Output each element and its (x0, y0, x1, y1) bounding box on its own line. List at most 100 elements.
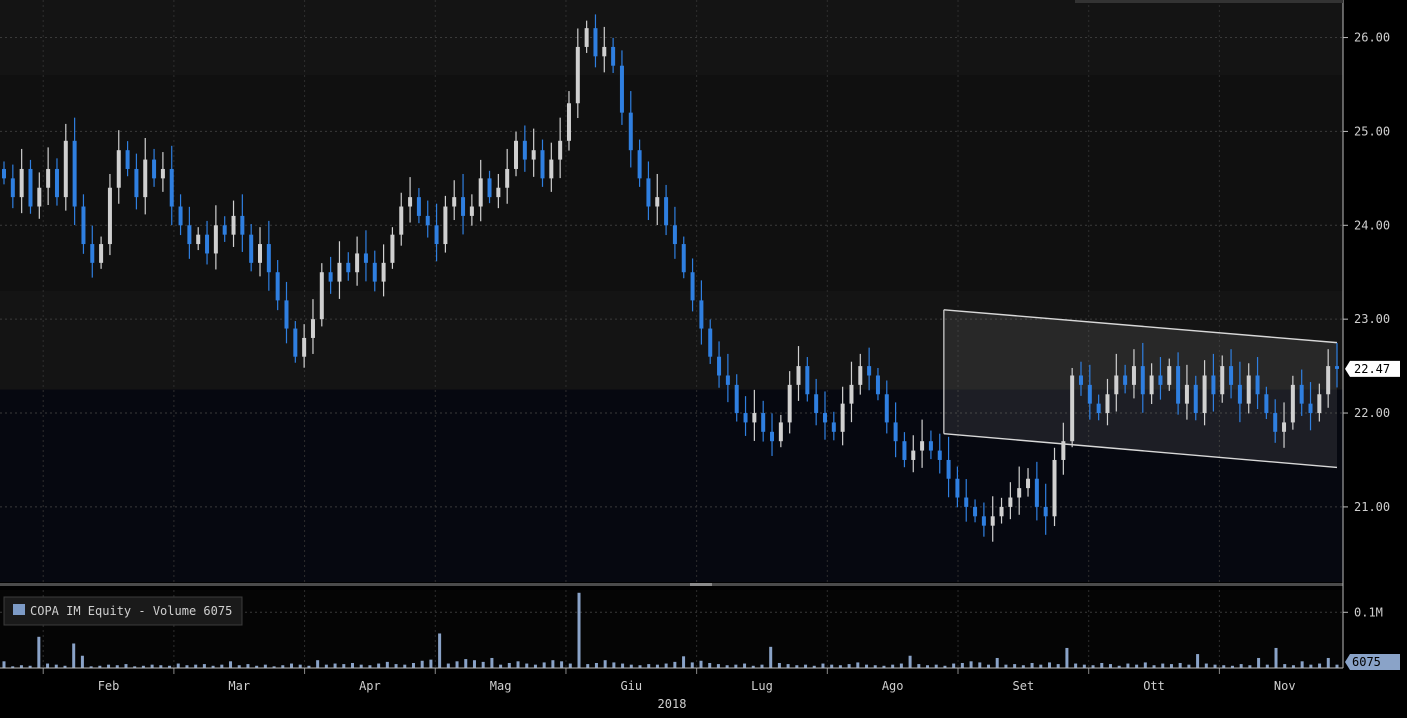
candle-body (231, 215, 236, 235)
candle-body (1061, 441, 1066, 460)
candle-body (425, 215, 430, 226)
volume-bar (141, 665, 145, 668)
y-tick-label: 24.00 (1354, 218, 1390, 232)
volume-bar (751, 665, 755, 668)
volume-bar (194, 664, 198, 668)
candle-body (372, 262, 377, 282)
candle-body (655, 197, 660, 207)
volume-bar (673, 661, 677, 668)
volume-bar (830, 664, 834, 668)
candle-body (725, 375, 730, 385)
candle-body (213, 225, 218, 254)
volume-bar (290, 663, 294, 668)
volume-bar (1283, 664, 1287, 668)
candle-body (1326, 366, 1331, 395)
candle-body (408, 197, 413, 207)
candle-body (699, 300, 704, 329)
volume-bar (1169, 664, 1173, 668)
volume-bar (176, 663, 180, 668)
volume-bar (507, 662, 511, 668)
candle-body (452, 197, 457, 207)
candle-body (249, 234, 254, 263)
volume-bar (594, 662, 598, 668)
volume-bar (655, 664, 659, 668)
candle-body (196, 234, 201, 245)
candle-body (81, 206, 86, 245)
candle-body (973, 506, 978, 517)
x-tick-label-month: Giu (620, 679, 642, 693)
volume-bar (46, 663, 50, 668)
volume-bar (769, 646, 773, 668)
volume-bar (133, 666, 137, 668)
volume-bar (115, 665, 119, 668)
candle-body (858, 366, 863, 385)
candle-body (240, 215, 245, 235)
volume-bar (542, 662, 546, 668)
volume-bar (568, 663, 572, 668)
band-mid (0, 75, 1343, 291)
x-tick-label-month: Lug (751, 679, 773, 693)
x-year-label: 2018 (658, 697, 687, 711)
candle-body (1052, 459, 1057, 517)
x-tick-label-month: Mar (228, 679, 250, 693)
candle-body (1202, 375, 1207, 414)
candle-body (469, 206, 474, 216)
candle-body (1034, 478, 1039, 507)
candle-body (911, 450, 916, 460)
volume-bar (481, 661, 485, 668)
y-tick-label: 23.00 (1354, 312, 1390, 326)
candle-body (160, 168, 165, 179)
candle-body (1184, 384, 1189, 404)
candle-body (690, 272, 695, 301)
band-lower (0, 389, 1343, 582)
volume-bar (873, 665, 877, 668)
volume-bar (708, 662, 712, 668)
volume-bar (682, 656, 686, 668)
volume-bar (368, 665, 372, 668)
candle-body (416, 197, 421, 216)
candle-body (540, 150, 545, 179)
volume-bar (324, 664, 328, 668)
candle-body (390, 234, 395, 263)
volume-bar (1108, 664, 1112, 668)
volume-bar (98, 665, 102, 668)
candle-body (1176, 366, 1181, 404)
candle-body (920, 441, 925, 451)
volume-bar (1326, 657, 1330, 668)
candle-body (646, 178, 651, 207)
candle-body (355, 253, 360, 273)
candle-body (1149, 375, 1154, 395)
volume-bar (429, 659, 433, 668)
candle-body (849, 384, 854, 404)
y-tick-label: 22.00 (1354, 406, 1390, 420)
volume-bar (612, 662, 616, 668)
volume-bar (926, 665, 930, 668)
candle-body (125, 150, 130, 169)
panel-separator (0, 583, 1343, 586)
candle-body (461, 197, 466, 216)
volume-bar (1300, 661, 1304, 668)
candle-body (1131, 366, 1136, 385)
candle-body (1017, 488, 1022, 498)
candle-body (1087, 384, 1092, 404)
candle-body (478, 178, 483, 207)
background-bands (0, 0, 1343, 582)
x-tick-label-month: Nov (1274, 679, 1296, 693)
channel-upper-line (943, 309, 1338, 344)
y-tick-label: 25.00 (1354, 124, 1390, 138)
candle-body (981, 516, 986, 526)
channel-fill (943, 309, 1337, 468)
volume-bar (377, 663, 381, 668)
candle-body (1317, 394, 1322, 414)
volume-bar (420, 660, 424, 668)
candle-body (584, 28, 589, 47)
candle-body (822, 413, 827, 423)
candle-body (1078, 375, 1083, 385)
candle-body (990, 516, 995, 526)
candle-body (1026, 478, 1031, 489)
volume-bar (1013, 664, 1017, 668)
candle-body (381, 262, 386, 282)
volume-bar (202, 664, 206, 668)
